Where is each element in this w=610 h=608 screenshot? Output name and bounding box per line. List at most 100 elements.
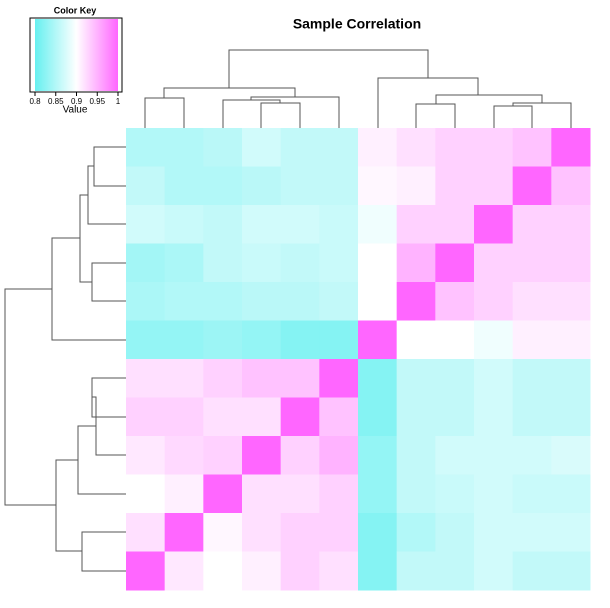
heatmap-cell (396, 243, 436, 283)
heatmap-cell (435, 205, 475, 244)
heatmap-cell (319, 436, 359, 475)
heatmap-cell (126, 397, 166, 437)
heatmap-cell (242, 359, 282, 398)
heatmap-cell (474, 359, 514, 398)
heatmap-cell (512, 436, 552, 475)
heatmap-cell (512, 397, 552, 437)
column-dendrogram (144, 49, 572, 128)
heatmap-cell (396, 166, 436, 206)
heatmap-cell (512, 243, 552, 283)
heatmap-cell (551, 551, 591, 591)
heatmap-cell (164, 128, 204, 167)
heatmap-cell (242, 397, 282, 437)
heatmap-cell (358, 551, 398, 591)
heatmap-cell (203, 474, 243, 514)
heatmap-cell (203, 282, 243, 321)
heatmap-cell (435, 128, 475, 167)
heatmap-cell (126, 320, 166, 360)
heatmap-cell (551, 359, 591, 398)
heatmap-cell (164, 166, 204, 206)
heatmap-cell (512, 166, 552, 206)
heatmap-cell (551, 397, 591, 437)
heatmap-cell (474, 397, 514, 437)
heatmap-cell (126, 436, 166, 475)
heatmap-cell (319, 513, 359, 552)
heatmap-cell (203, 128, 243, 167)
heatmap-cell (551, 282, 591, 321)
heatmap-cell (164, 551, 204, 591)
heatmap-cell (242, 551, 282, 591)
heatmap-cell (242, 320, 282, 360)
heatmap-cell (280, 551, 320, 591)
heatmap-cell (396, 282, 436, 321)
heatmap-cell (551, 128, 591, 167)
heatmap-cell (203, 320, 243, 360)
heatmap-cell (203, 551, 243, 591)
heatmap-cell (242, 166, 282, 206)
heatmap-cell (512, 282, 552, 321)
heatmap-cell (474, 243, 514, 283)
heatmap-cell (280, 436, 320, 475)
heatmap-cell (203, 166, 243, 206)
color-key-tick-label: 0.8 (29, 97, 41, 106)
heatmap-cell (242, 282, 282, 321)
heatmap-cell (164, 359, 204, 398)
heatmap-cell (203, 359, 243, 398)
heatmap-cell (474, 128, 514, 167)
heatmap-cell (126, 243, 166, 283)
heatmap-cell (319, 359, 359, 398)
heatmap-cell (358, 513, 398, 552)
heatmap-cell (242, 243, 282, 283)
heatmap-cell (435, 243, 475, 283)
heatmap-cell (551, 166, 591, 206)
heatmap-cell (242, 474, 282, 514)
heatmap-cell (396, 320, 436, 360)
heatmap-cell (512, 513, 552, 552)
heatmap-cell (126, 282, 166, 321)
color-key-tick-label: 1 (116, 97, 121, 106)
heatmap-cell (319, 128, 359, 167)
heatmap-cell (435, 320, 475, 360)
heatmap-cell (512, 128, 552, 167)
heatmap-cell (474, 551, 514, 591)
heatmap-cell (512, 474, 552, 514)
heatmap-cell (474, 513, 514, 552)
heatmap-cell (164, 282, 204, 321)
heatmap-cell (126, 128, 166, 167)
heatmap-cell (126, 551, 166, 591)
heatmap-cell (319, 474, 359, 514)
heatmap-cell (358, 359, 398, 398)
heatmap-cell (396, 474, 436, 514)
heatmap-cell (396, 551, 436, 591)
heatmap-cell (435, 474, 475, 514)
heatmap-cell (164, 474, 204, 514)
heatmap-cell (164, 397, 204, 437)
heatmap-cell (164, 320, 204, 360)
heatmap-cell (126, 166, 166, 206)
heatmap-cell (280, 397, 320, 437)
heatmap-cell (203, 513, 243, 552)
heatmap-cell (551, 513, 591, 552)
heatmap-cell (164, 436, 204, 475)
heatmap-cell (319, 397, 359, 437)
heatmap-cell (203, 205, 243, 244)
heatmap-cell (551, 320, 591, 360)
heatmap-cell (319, 320, 359, 360)
heatmap-cell (396, 397, 436, 437)
heatmap-cell (435, 397, 475, 437)
heatmap-cell (319, 166, 359, 206)
heatmap-cell (551, 436, 591, 475)
heatmap-cell (203, 243, 243, 283)
heatmap-cell (358, 205, 398, 244)
heatmap-cell (242, 513, 282, 552)
heatmap-cell (319, 205, 359, 244)
color-key-label: Value (63, 105, 88, 116)
heatmap-cell (280, 474, 320, 514)
heatmap-cell (242, 128, 282, 167)
heatmap-cell (164, 205, 204, 244)
color-key-tick-label: 0.95 (89, 97, 105, 106)
heatmap-cell (280, 166, 320, 206)
heatmap-cell (396, 513, 436, 552)
heatmap-cell (203, 397, 243, 437)
